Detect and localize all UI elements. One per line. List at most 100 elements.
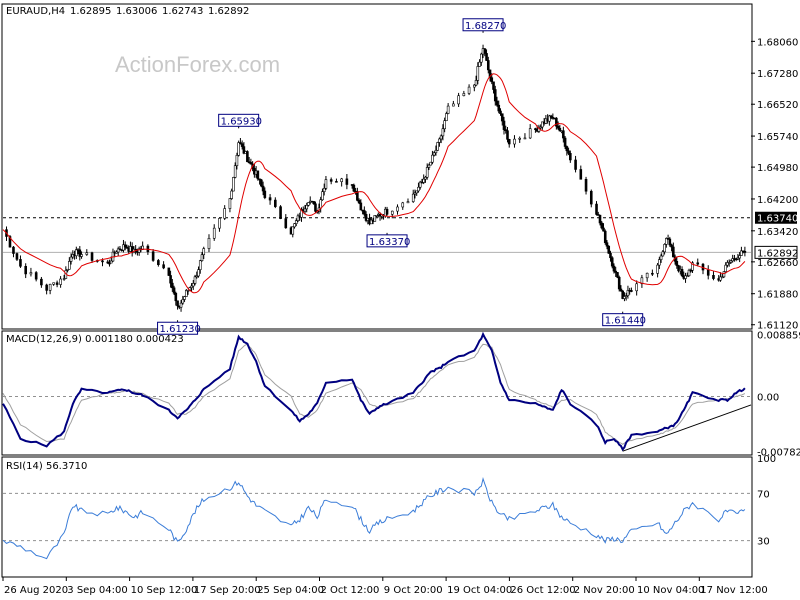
candle-body [68, 261, 71, 270]
candle-body [123, 244, 127, 248]
candle-body [52, 282, 55, 285]
rsi-line [2, 476, 746, 560]
candle-body [579, 169, 583, 180]
candle-body [167, 267, 171, 276]
annotation-label: 1.61230 [160, 324, 201, 335]
price-axis-label: 1.61120 [757, 321, 798, 332]
ohlc-open: 1.62895 [70, 6, 111, 17]
candle-body [418, 181, 422, 188]
rsi-layer [2, 476, 751, 560]
candle-body [483, 48, 487, 54]
macd-axis-label: 0.008859 [757, 330, 800, 341]
candle-body [90, 252, 94, 261]
x-axis-label: 2 Nov 20:00 [574, 585, 635, 596]
candle-body [293, 223, 296, 228]
current-price-box [754, 245, 798, 259]
candle-body [390, 210, 394, 215]
candle-body [356, 191, 359, 201]
candle-body [614, 270, 618, 273]
x-axis-label: 17 Sep 20:00 [194, 585, 261, 596]
candle-body [261, 185, 265, 192]
candle-body [427, 164, 431, 168]
candle-body [223, 208, 226, 219]
candle-body [417, 186, 420, 192]
candle-body [706, 269, 710, 276]
candle-body [233, 165, 237, 178]
candle-body [689, 269, 693, 272]
candle-body [12, 246, 15, 254]
candle-body [497, 104, 501, 112]
candle-body [605, 242, 609, 247]
candle-body [445, 113, 448, 122]
candle-body [190, 285, 193, 288]
candle-body [661, 251, 665, 257]
candle-body [191, 283, 195, 287]
candle-body [651, 272, 654, 275]
candle-body [48, 283, 52, 291]
candle-body [624, 295, 628, 297]
candle-body [157, 260, 160, 265]
candle-body [500, 113, 504, 122]
candle-body [294, 220, 298, 224]
x-axis-label: 3 Sep 04:00 [67, 585, 127, 596]
candle-body [589, 190, 593, 205]
candle-body [493, 89, 497, 102]
candle-body [258, 178, 261, 181]
candle-body [125, 246, 129, 249]
ohlc-high: 1.63006 [116, 6, 157, 17]
candle-body [687, 269, 691, 277]
candle-body [443, 120, 446, 130]
candle-body [600, 222, 604, 229]
candle-body [668, 238, 672, 246]
candle-body [684, 275, 687, 279]
candle-body [172, 287, 176, 294]
candle-body [621, 290, 624, 299]
annotation-label: 1.63370 [369, 237, 410, 248]
price-axis-label: 1.65740 [757, 132, 798, 143]
candle-body [549, 115, 553, 118]
candle-body [228, 198, 232, 209]
candle-body [607, 245, 611, 254]
x-axis-label: 19 Oct 04:00 [447, 585, 512, 596]
candle-body [340, 178, 343, 182]
candle-body [314, 203, 317, 212]
candle-body [539, 126, 542, 129]
candle-body [569, 153, 572, 161]
candle-body [415, 190, 419, 194]
candle-body [729, 260, 733, 263]
candle-body [235, 155, 239, 167]
candle-body [626, 290, 630, 296]
candle-body [274, 199, 277, 207]
candle-body [300, 209, 303, 218]
candle-body [696, 262, 700, 265]
rsi-axis-label: 100 [757, 454, 776, 465]
candle-body [476, 66, 480, 81]
candle-body [528, 128, 532, 139]
candle-body [179, 302, 183, 308]
annotation-box [157, 321, 199, 335]
candle-body [630, 290, 633, 292]
candle-body [137, 248, 141, 253]
candle-body [62, 278, 66, 280]
candle-body [406, 201, 410, 204]
candle-body [80, 254, 83, 257]
candle-body [598, 214, 602, 224]
candle-body [422, 178, 425, 183]
candle-body [488, 69, 492, 78]
candle-body [675, 260, 679, 266]
candle-body [504, 129, 508, 131]
candle-body [712, 275, 715, 279]
candle-body [85, 252, 89, 255]
candle-body [195, 275, 199, 278]
x-axis-label: 26 Aug 2020 [4, 585, 68, 596]
candle-body [534, 128, 537, 130]
candle-body [743, 251, 747, 253]
candle-body [307, 202, 310, 206]
candle-body [197, 269, 200, 277]
candle-body [186, 290, 190, 292]
candle-body [486, 60, 490, 71]
candle-body [411, 193, 415, 202]
annotation-label: 1.61440 [605, 316, 646, 327]
annotation-box [366, 234, 408, 248]
